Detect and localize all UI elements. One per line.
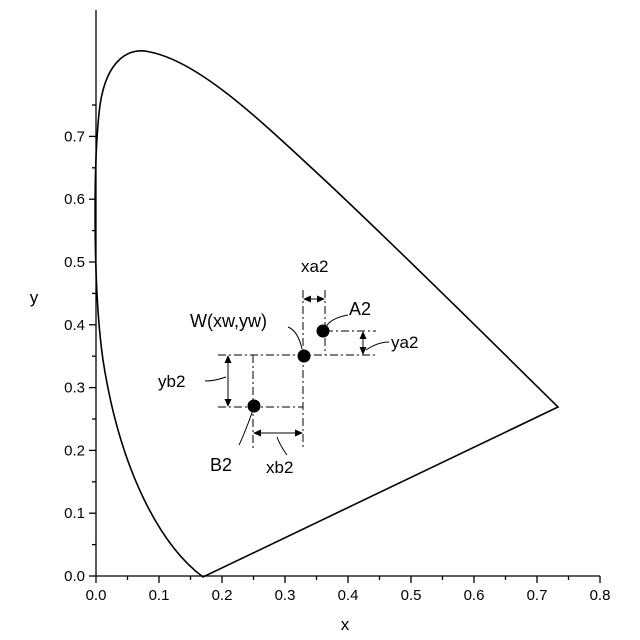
ya2-dimension-arrow [360, 331, 367, 355]
ya2-label: ya2 [391, 333, 418, 352]
y-tick-label: 0.2 [64, 442, 85, 459]
white-point-leader [288, 327, 302, 349]
xb2-leader [277, 437, 287, 455]
b2-point-label: B2 [210, 455, 232, 475]
y-tick-label: 0.5 [64, 254, 85, 271]
white-point-label: W(xw,yw) [190, 311, 267, 331]
x-tick-label: 0.7 [527, 587, 548, 604]
yb2-label: yb2 [158, 372, 185, 391]
a2-point-label: A2 [349, 299, 371, 319]
y-tick-label: 0.6 [64, 191, 85, 208]
x-axis-ticks: 0.0 0.1 0.2 0.3 0.4 0.5 0.6 0.7 0.8 [86, 576, 611, 604]
xa2-dimension-arrow [303, 296, 325, 303]
b2-point-marker [248, 400, 261, 413]
xb2-dimension-arrow [253, 430, 303, 437]
x-tick-label: 0.1 [149, 587, 170, 604]
y-tick-label: 0.0 [64, 568, 85, 585]
x-tick-label: 0.4 [338, 587, 359, 604]
y-axis-title: y [30, 288, 39, 307]
a2-point-marker [317, 325, 330, 338]
x-axis-title: x [341, 615, 350, 634]
y-tick-label: 0.1 [64, 505, 85, 522]
spectral-locus-curve [95, 51, 558, 577]
x-tick-label: 0.0 [86, 587, 107, 604]
x-tick-label: 0.6 [464, 587, 485, 604]
x-tick-label: 0.3 [275, 587, 296, 604]
yb2-leader [205, 377, 226, 381]
xb2-label: xb2 [266, 458, 293, 477]
x-tick-label: 0.8 [590, 587, 611, 604]
x-tick-label: 0.2 [212, 587, 233, 604]
y-tick-label: 0.4 [64, 317, 85, 334]
y-tick-label: 0.3 [64, 380, 85, 397]
a2-leader [326, 315, 348, 327]
xa2-label: xa2 [301, 257, 328, 276]
b2-leader [239, 410, 253, 445]
y-tick-label: 0.7 [64, 128, 85, 145]
ya2-leader [366, 342, 389, 350]
white-point-marker [298, 350, 311, 363]
y-axis-ticks: 0.0 0.1 0.2 0.3 0.4 0.5 0.6 0.7 [64, 105, 96, 585]
yb2-dimension-arrow [225, 355, 232, 407]
x-tick-label: 0.5 [401, 587, 422, 604]
